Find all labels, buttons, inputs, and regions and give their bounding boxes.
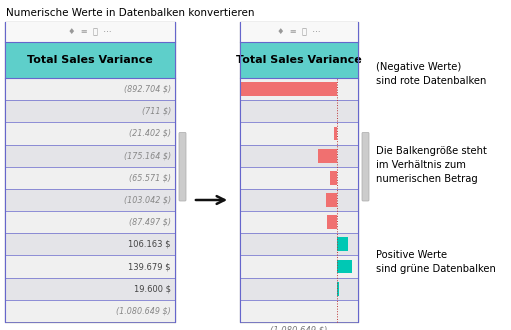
FancyBboxPatch shape (330, 171, 337, 185)
Text: Positive Werte
sind grüne Datenbalken: Positive Werte sind grüne Datenbalken (376, 250, 496, 274)
FancyBboxPatch shape (240, 22, 358, 42)
Text: 19.600 $: 19.600 $ (134, 284, 171, 293)
FancyBboxPatch shape (5, 278, 175, 300)
FancyBboxPatch shape (240, 42, 358, 78)
FancyBboxPatch shape (362, 132, 369, 201)
FancyBboxPatch shape (337, 282, 339, 296)
FancyBboxPatch shape (5, 300, 175, 322)
FancyBboxPatch shape (337, 260, 352, 274)
FancyBboxPatch shape (5, 211, 175, 233)
FancyBboxPatch shape (337, 238, 348, 251)
FancyBboxPatch shape (318, 149, 337, 162)
FancyBboxPatch shape (240, 167, 358, 189)
FancyBboxPatch shape (240, 122, 358, 145)
FancyBboxPatch shape (326, 193, 337, 207)
FancyBboxPatch shape (5, 145, 175, 167)
Text: (21.402 $): (21.402 $) (129, 129, 171, 138)
FancyBboxPatch shape (334, 127, 337, 140)
Text: (892.704 $): (892.704 $) (124, 84, 171, 94)
FancyBboxPatch shape (240, 255, 358, 278)
FancyBboxPatch shape (240, 100, 358, 122)
Text: ♦  ≡  ⬜  ⋯: ♦ ≡ ⬜ ⋯ (277, 27, 321, 37)
FancyBboxPatch shape (5, 255, 175, 278)
Text: Numerische Werte in Datenbalken konvertieren: Numerische Werte in Datenbalken konverti… (6, 8, 254, 18)
FancyBboxPatch shape (327, 215, 337, 229)
Text: (Negative Werte)
sind rote Datenbalken: (Negative Werte) sind rote Datenbalken (376, 62, 486, 86)
FancyBboxPatch shape (5, 189, 175, 211)
Text: (175.164 $): (175.164 $) (124, 151, 171, 160)
Text: (1.080.649 $): (1.080.649 $) (270, 325, 328, 330)
FancyBboxPatch shape (5, 42, 175, 78)
FancyBboxPatch shape (240, 78, 358, 100)
Text: 106.163 $: 106.163 $ (128, 240, 171, 249)
FancyBboxPatch shape (5, 22, 175, 42)
Text: (87.497 $): (87.497 $) (129, 218, 171, 227)
FancyBboxPatch shape (5, 78, 175, 100)
FancyBboxPatch shape (240, 189, 358, 211)
Text: 139.679 $: 139.679 $ (128, 262, 171, 271)
Text: Total Sales Variance: Total Sales Variance (236, 55, 362, 65)
FancyBboxPatch shape (240, 278, 358, 300)
Text: (711 $): (711 $) (142, 107, 171, 116)
Text: ♦  ≡  ⬜  ⋯: ♦ ≡ ⬜ ⋯ (68, 27, 112, 37)
FancyBboxPatch shape (5, 122, 175, 145)
Text: (1.080.649 $): (1.080.649 $) (116, 307, 171, 315)
Text: (103.042 $): (103.042 $) (124, 195, 171, 205)
Text: (65.571 $): (65.571 $) (129, 173, 171, 182)
FancyBboxPatch shape (179, 132, 186, 201)
FancyBboxPatch shape (240, 22, 358, 322)
FancyBboxPatch shape (240, 145, 358, 167)
FancyBboxPatch shape (240, 233, 358, 255)
FancyBboxPatch shape (240, 300, 358, 322)
FancyBboxPatch shape (5, 167, 175, 189)
Text: Total Sales Variance: Total Sales Variance (27, 55, 153, 65)
FancyBboxPatch shape (5, 233, 175, 255)
FancyBboxPatch shape (241, 82, 337, 96)
FancyBboxPatch shape (5, 100, 175, 122)
Text: Die Balkengröße steht
im Verhältnis zum
numerischen Betrag: Die Balkengröße steht im Verhältnis zum … (376, 146, 486, 184)
FancyBboxPatch shape (240, 211, 358, 233)
FancyBboxPatch shape (5, 22, 175, 322)
